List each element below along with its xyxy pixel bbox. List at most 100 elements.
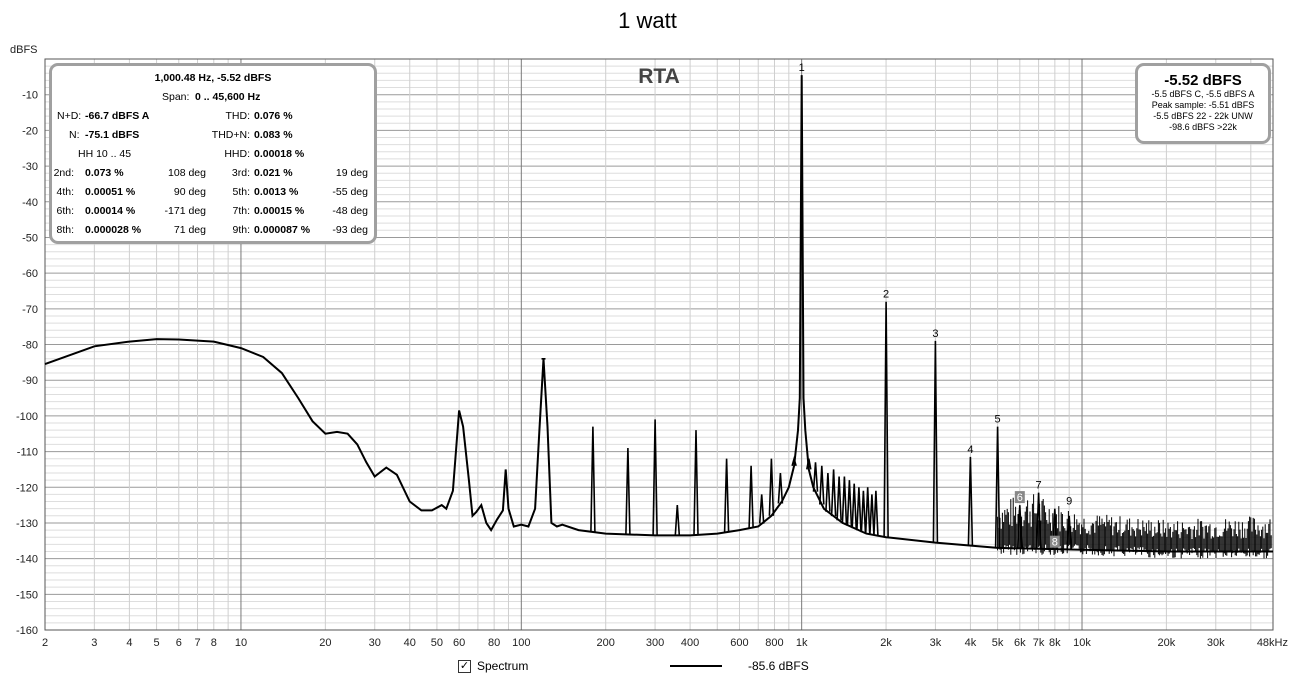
hhd-value: 0.00018 %	[254, 148, 305, 160]
y-tick-label: -110	[17, 447, 38, 459]
x-tick-label: 6k	[1014, 637, 1026, 649]
spectrum-peak	[674, 505, 681, 536]
y-tick-label: -140	[16, 554, 38, 566]
spectrum-peak	[625, 447, 631, 535]
harmonic-marker-box	[1014, 491, 1025, 504]
legend-line-swatch	[670, 665, 722, 667]
spectrum-peak	[693, 430, 699, 536]
level-line: -5.5 dBFS 22 - 22k UNW	[1153, 111, 1253, 121]
x-tick-label: 600	[730, 637, 748, 649]
harmonic-phase: -171 deg	[164, 205, 206, 217]
spectrum-peak	[806, 458, 812, 470]
spectrum-peak	[590, 426, 596, 533]
spectrum-peak	[856, 487, 862, 531]
harmonic-marker-label: 7	[1036, 480, 1042, 492]
harmonic-phase: -93 deg	[332, 224, 368, 236]
x-tick-label: 8	[211, 637, 217, 649]
y-tick-label: -160	[16, 625, 38, 637]
x-tick-label: 10k	[1073, 637, 1091, 649]
spectrum-peak	[873, 490, 879, 536]
x-tick-label: 6	[176, 637, 182, 649]
harmonic-value: 0.021 %	[254, 167, 293, 179]
spectrum-peak	[819, 465, 825, 505]
x-tick-label: 300	[646, 637, 664, 649]
y-tick-label: -150	[16, 589, 38, 601]
spectrum-peak	[768, 458, 775, 516]
harmonic-phase: 90 deg	[173, 186, 206, 198]
harmonic-marker-label: 4	[967, 444, 973, 456]
harmonic-marker-label: 9	[1066, 496, 1072, 508]
x-tick-label: 48kHz	[1257, 637, 1288, 649]
readout-header: 1,000.48 Hz, -5.52 dBFS	[154, 72, 272, 84]
spectrum-peak	[723, 458, 730, 533]
spectrum-peak	[825, 472, 831, 512]
harmonic-marker-box	[1049, 535, 1060, 548]
y-tick-label: -20	[22, 125, 38, 137]
readout-n-row: N: -75.1 dBFS THD+N: 0.083 %	[52, 126, 374, 145]
harmonic-marker-label: 8	[1052, 537, 1058, 549]
spectrum-peak	[777, 472, 784, 504]
harmonic-value: 0.00051 %	[85, 186, 136, 198]
spectrum-peak	[748, 465, 754, 528]
spectrum-peak	[812, 462, 819, 492]
y-tick-label: -60	[22, 268, 38, 280]
readout-nd-row: N+D: -66.7 dBFS A THD: 0.076 %	[52, 107, 374, 126]
hhd-label: HHD:	[224, 148, 250, 160]
harmonic-marker-label: 6	[1017, 492, 1023, 504]
harmonic-row: 4th: 0.00051 % 90 deg 5th: 0.0013 % -55 deg	[52, 183, 374, 202]
x-tick-label: 2	[42, 637, 48, 649]
rta-label: RTA	[638, 65, 680, 88]
spectrum-peak	[758, 494, 765, 524]
harmonic-value: 0.0013 %	[254, 186, 299, 198]
harmonic-label: 2nd:	[53, 167, 74, 179]
harmonic-value: 0.000028 %	[85, 224, 142, 236]
x-tick-label: 20k	[1158, 637, 1176, 649]
harmonic-phase: 19 deg	[335, 167, 368, 179]
spectrum-peak	[1035, 492, 1042, 549]
y-tick-label: -90	[22, 375, 38, 387]
spectrum-peak	[1017, 505, 1023, 549]
harmonic-marker-label: 2	[883, 289, 889, 301]
y-tick-label: -130	[16, 518, 38, 530]
x-tick-label: 7k	[1033, 637, 1045, 649]
thdn-label: THD+N:	[211, 129, 250, 141]
y-tick-label: -40	[22, 197, 38, 209]
harmonic-phase: -48 deg	[332, 205, 368, 217]
x-tick-label: 4k	[965, 637, 977, 649]
spectrum-peak	[932, 340, 939, 543]
level-readout-panel: -5.52 dBFS -5.5 dBFS C, -5.5 dBFS A Peak…	[1135, 63, 1271, 144]
spectrum-peak	[846, 480, 853, 527]
y-tick-label: -10	[22, 90, 38, 102]
spectrum-peak	[967, 456, 974, 546]
harmonic-row: 6th: 0.00014 % -171 deg 7th: 0.00015 % -48 de…	[52, 202, 374, 221]
harmonic-label: 3rd:	[231, 167, 250, 179]
spectrum-peak	[994, 426, 1001, 548]
readout-hh-row: HH 10 .. 45 HHD: 0.00018 %	[52, 145, 374, 164]
harmonic-value: 0.00015 %	[254, 205, 305, 217]
harmonic-marker-label: 3	[932, 328, 938, 340]
x-tick-label: 7	[194, 637, 200, 649]
x-tick-label: 30	[369, 637, 381, 649]
harmonic-label: 4th:	[56, 186, 74, 198]
readout-span-row: Span: 0 .. 45,600 Hz	[52, 88, 374, 107]
x-tick-label: 8k	[1049, 637, 1061, 649]
harmonic-label: 9th:	[232, 224, 250, 236]
legend-value: -85.6 dBFS	[748, 659, 809, 673]
harmonic-value: 0.073 %	[85, 167, 124, 179]
y-tick-label: -120	[16, 482, 38, 494]
hh-label: HH 10 .. 45	[78, 148, 132, 160]
y-axis-label: dBFS	[10, 44, 38, 56]
harmonic-label: 7th:	[232, 205, 250, 217]
harmonic-marker-label: 5	[995, 414, 1001, 426]
thdn-value: 0.083 %	[254, 129, 293, 141]
harmonic-label: 8th:	[56, 224, 74, 236]
spectrum-checkbox[interactable]: ✓	[458, 660, 471, 673]
x-tick-label: 4	[126, 637, 132, 649]
level-line: -98.6 dBFS >22k	[1169, 122, 1237, 132]
level-line: -5.5 dBFS C, -5.5 dBFS A	[1151, 89, 1255, 99]
span-label: Span:	[162, 91, 190, 103]
y-tick-label: -50	[22, 232, 38, 244]
legend-label[interactable]: Spectrum	[477, 659, 529, 673]
x-tick-label: 1k	[796, 637, 808, 649]
harmonic-marker-label: 1	[799, 62, 805, 74]
